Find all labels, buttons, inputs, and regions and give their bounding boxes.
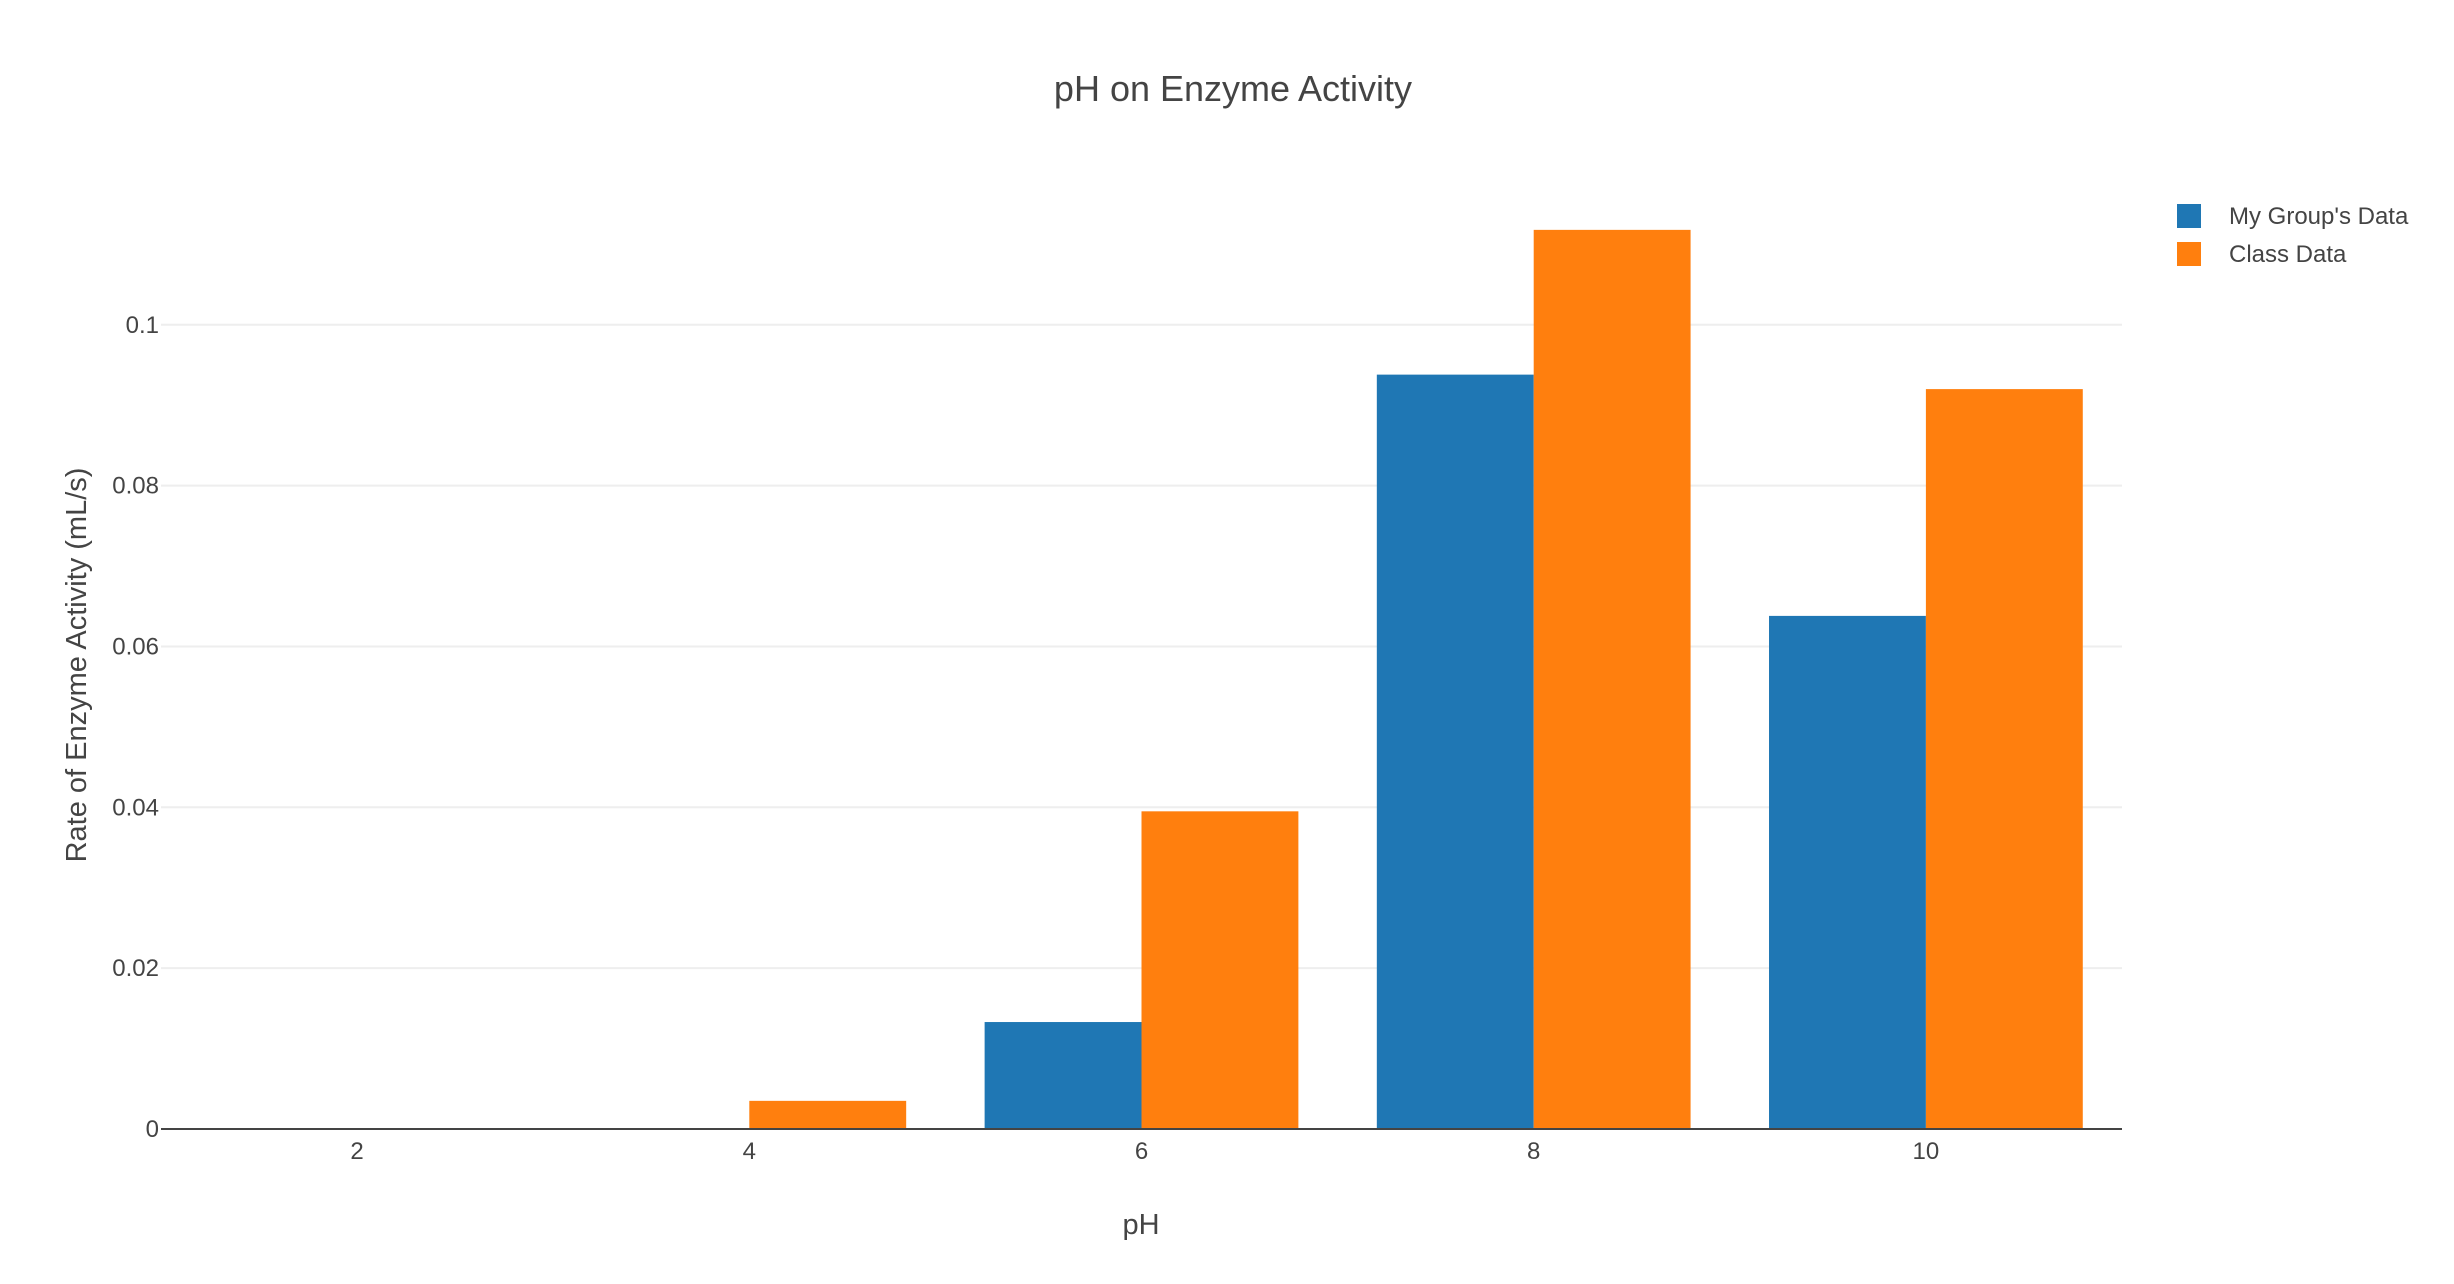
x-tick-label: 10 [1913,1138,1940,1165]
legend-label: Class Data [2229,241,2347,268]
bar [1533,229,1691,1129]
bars [749,229,2083,1129]
bar [1141,811,1299,1129]
y-tick-label: 0 [146,1116,159,1143]
bar [984,1022,1142,1129]
legend-swatch [2177,204,2201,228]
legend-swatch [2177,242,2201,266]
bar [1376,374,1534,1129]
chart-title: pH on Enzyme Activity [1054,68,1412,109]
x-axis-title: pH [1122,1209,1159,1241]
y-tick-label: 0.04 [112,794,159,821]
y-axis-title: Rate of Enzyme Activity (mL/s) [61,468,93,863]
x-tick-label: 4 [743,1138,756,1165]
axes: 0 0.02 0.04 0.06 0.08 0.1 2 4 6 8 10 [112,312,2122,1165]
x-tick-label: 8 [1527,1138,1540,1165]
x-tick-label: 2 [350,1138,363,1165]
x-tick-label: 6 [1135,1138,1148,1165]
y-tick-label: 0.08 [112,473,159,500]
bar [1925,389,2083,1129]
y-tick-label: 0.1 [126,312,159,339]
bar [1769,615,1926,1129]
y-tick-label: 0.02 [112,955,159,982]
legend-label: My Group's Data [2229,203,2409,230]
y-tick-label: 0.06 [112,633,159,660]
bar [749,1100,907,1129]
legend: My Group's Data Class Data [2177,203,2409,268]
